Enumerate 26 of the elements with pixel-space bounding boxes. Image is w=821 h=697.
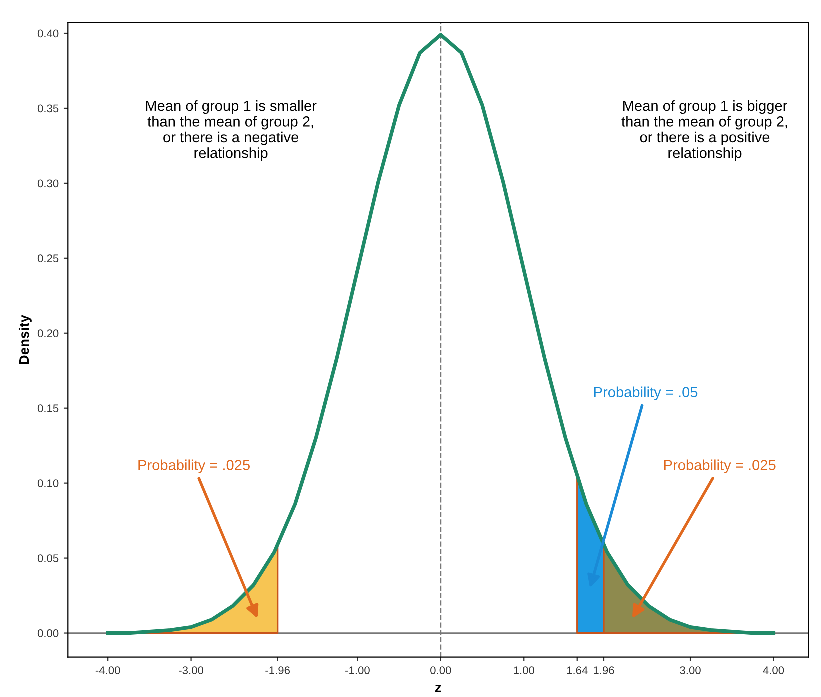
annotation: Mean of group 1 is bigger than the mean of group 2, or there is a positive relationship [622,100,788,162]
y-tick-label: 0.00 [38,630,59,638]
y-tick-label: 0.30 [38,180,59,188]
annotation: Probability = .025 [664,460,776,474]
y-tick-label: 0.20 [38,330,59,338]
x-tick-label: 1.00 [514,666,534,674]
x-tick-label: -3.00 [179,666,204,674]
x-tick-label: 0.00 [430,666,452,674]
x-tick-label: 3.00 [680,666,701,674]
x-tick-label: 4.00 [763,666,784,674]
annotation: Probability = .025 [138,460,250,474]
x-axis-title: z [435,684,442,692]
y-tick-label: 0.35 [38,104,59,113]
x-tick-label: 1.64 [567,666,588,674]
x-tick-label: 1.96 [594,666,614,674]
y-tick-label: 0.40 [38,30,59,38]
y-tick-label: 0.10 [38,480,59,488]
annotation: Mean of group 1 is smaller than the mean of group 2, or there is a negative relationship [146,100,317,162]
annotation: Probability = .05 [594,386,698,400]
x-tick-label: -4.00 [96,666,120,674]
y-tick-label: 0.15 [38,404,59,412]
y-tick-label: 0.05 [38,554,59,562]
y-axis-title: Density [18,315,32,364]
x-tick-label: -1.00 [346,666,370,674]
y-tick-label: 0.25 [38,254,59,263]
x-tick-label: -1.96 [266,666,290,674]
